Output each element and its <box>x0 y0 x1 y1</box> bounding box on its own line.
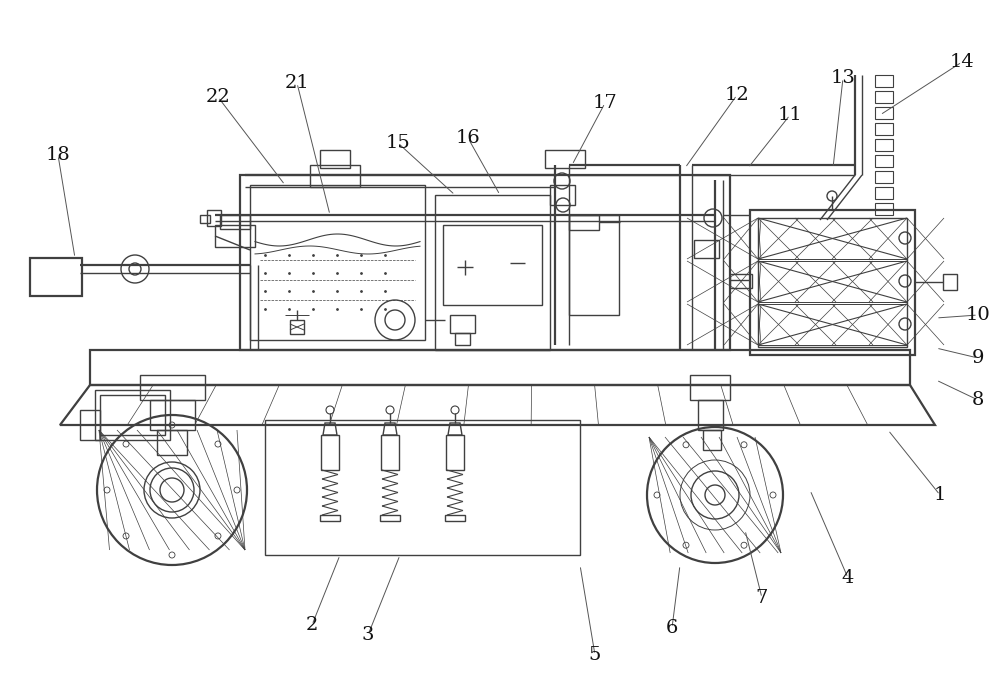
Bar <box>140 375 205 400</box>
Bar <box>758 218 907 259</box>
Bar <box>320 150 350 168</box>
Bar <box>200 215 210 223</box>
Text: 7: 7 <box>756 589 768 607</box>
Bar <box>207 210 221 226</box>
Bar <box>150 400 195 430</box>
Text: 12: 12 <box>725 86 749 104</box>
Bar <box>875 187 893 199</box>
Bar <box>758 261 907 302</box>
Bar <box>100 395 165 435</box>
Text: 1: 1 <box>934 486 946 504</box>
Bar <box>380 515 400 521</box>
Bar <box>875 139 893 151</box>
Bar <box>875 155 893 167</box>
Bar <box>875 171 893 183</box>
Text: 10: 10 <box>966 306 990 324</box>
Bar <box>730 274 752 288</box>
Bar <box>758 218 907 347</box>
Text: 3: 3 <box>362 626 374 644</box>
Bar <box>694 240 719 258</box>
Text: 22: 22 <box>206 88 230 106</box>
Bar <box>157 430 187 455</box>
Bar <box>875 203 893 215</box>
Bar <box>220 215 250 229</box>
Bar <box>569 215 599 230</box>
Bar <box>265 420 580 555</box>
Bar <box>569 215 619 315</box>
Bar <box>443 225 542 305</box>
Bar <box>381 435 399 470</box>
Text: 9: 9 <box>972 349 984 367</box>
Text: 11: 11 <box>778 106 802 124</box>
Bar <box>875 91 893 103</box>
Bar <box>320 515 340 521</box>
Bar <box>545 150 585 168</box>
Circle shape <box>705 485 725 505</box>
Bar <box>875 107 893 119</box>
Bar <box>750 210 915 355</box>
Bar <box>446 435 464 470</box>
Bar <box>455 333 470 345</box>
Circle shape <box>160 478 184 502</box>
Text: 4: 4 <box>842 569 854 587</box>
Bar <box>250 185 425 340</box>
Text: 17: 17 <box>593 94 617 112</box>
Bar <box>80 410 100 440</box>
Text: 5: 5 <box>589 646 601 664</box>
Bar <box>550 185 575 205</box>
Bar <box>90 350 910 385</box>
Text: 14: 14 <box>950 53 974 71</box>
Bar <box>290 320 304 334</box>
Bar <box>445 515 465 521</box>
Bar <box>240 175 730 350</box>
Bar <box>758 304 907 345</box>
Bar <box>215 225 255 247</box>
Bar <box>703 430 721 450</box>
Bar <box>875 75 893 87</box>
Bar <box>321 435 339 470</box>
Bar <box>690 375 730 400</box>
Bar <box>95 390 170 440</box>
Text: 6: 6 <box>666 619 678 637</box>
Bar <box>943 274 957 290</box>
Bar <box>30 258 82 296</box>
Bar <box>875 123 893 135</box>
Bar <box>310 165 360 187</box>
Text: 21: 21 <box>285 74 309 92</box>
Text: 16: 16 <box>456 129 480 147</box>
Text: 18: 18 <box>46 146 70 164</box>
Text: 15: 15 <box>386 134 410 152</box>
Bar <box>435 195 550 350</box>
Text: 13: 13 <box>831 69 855 87</box>
Bar <box>450 315 475 333</box>
Text: 8: 8 <box>972 391 984 409</box>
Text: 2: 2 <box>306 616 318 634</box>
Bar <box>698 400 723 430</box>
